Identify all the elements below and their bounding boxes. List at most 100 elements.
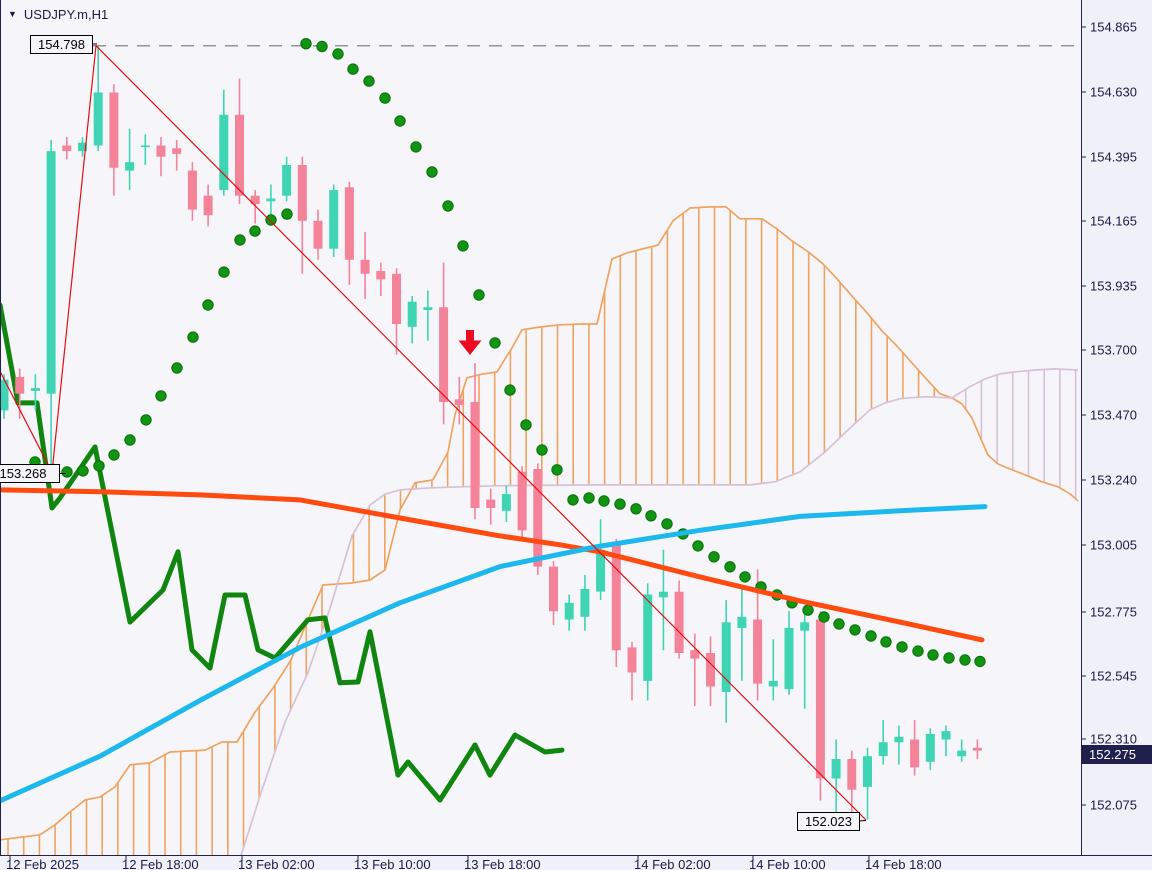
sar-dot — [77, 465, 89, 477]
bearish-candle-body — [109, 92, 119, 168]
sar-dot — [202, 299, 214, 311]
bearish-candle-body — [235, 114, 244, 196]
sar-dot — [739, 571, 751, 583]
bullish-candle-body — [580, 588, 590, 617]
sar-dot — [442, 200, 454, 212]
sar-dot — [61, 466, 73, 478]
sar-dot — [520, 419, 532, 431]
bullish-candle-body — [768, 680, 778, 687]
bearish-candle-body — [313, 220, 323, 249]
bullish-candle-body — [93, 92, 103, 146]
price-tick-label: 152.075 — [1090, 798, 1137, 813]
sar-dot — [93, 460, 105, 472]
sell-arrow-icon[interactable] — [458, 330, 482, 355]
sar-dot — [234, 234, 246, 246]
time-tick-label: 13 Feb 10:00 — [354, 857, 431, 870]
bullish-candle-body — [282, 165, 292, 196]
sar-dot — [583, 492, 595, 504]
bearish-candle-body — [674, 591, 684, 653]
price-tick-label: 153.005 — [1090, 538, 1137, 553]
collapse-triangle-icon[interactable]: ▼ — [8, 9, 17, 19]
sar-dot — [598, 495, 610, 507]
bearish-candle-body — [203, 195, 213, 216]
price-tick-label: 152.310 — [1090, 732, 1137, 747]
plot-area[interactable] — [0, 38, 1079, 869]
bearish-candle-body — [454, 399, 464, 405]
trendline-segment[interactable] — [95, 45, 867, 821]
sar-dot — [457, 240, 469, 252]
ma-slow-blue-line[interactable] — [0, 504, 988, 804]
sar-dot — [332, 48, 344, 60]
sar-dot — [630, 503, 642, 515]
sar-dot — [943, 652, 955, 664]
sar-dot — [551, 464, 563, 476]
bearish-candle-body — [392, 273, 401, 324]
sar-dot — [473, 289, 485, 301]
bullish-candle-body — [501, 494, 511, 511]
sar-dot — [187, 331, 199, 343]
sar-dot — [504, 384, 516, 396]
bullish-candle-body — [329, 190, 339, 249]
bullish-candle-body — [0, 379, 9, 411]
bullish-candle-body — [894, 736, 904, 743]
time-tick-label: 14 Feb 10:00 — [749, 857, 826, 870]
bearish-candle-body — [533, 469, 543, 567]
bearish-candle-body — [360, 259, 370, 274]
senkou-span-a-line — [0, 206, 1079, 841]
price-label-low: 152.023 — [797, 812, 860, 831]
price-tick-label: 153.700 — [1090, 343, 1137, 358]
bullish-candle-body — [564, 602, 574, 620]
bullish-candle-body — [266, 198, 276, 202]
bearish-candle-body — [470, 402, 480, 508]
sar-dot — [833, 618, 845, 630]
bullish-candle-body — [219, 114, 229, 191]
sar-dot — [347, 63, 359, 75]
price-tick-label: 153.240 — [1090, 473, 1137, 488]
time-tick-label: 12 Feb 2025 — [6, 857, 79, 870]
bullish-candle-body — [925, 733, 935, 762]
sar-dot — [661, 518, 673, 530]
bearish-candle-body — [344, 187, 354, 260]
sar-dot — [108, 449, 120, 461]
ichimoku-cloud — [0, 206, 1079, 855]
sar-dot — [614, 498, 626, 510]
bearish-candle-body — [611, 544, 621, 651]
senkou-span-b-line — [240, 368, 1079, 855]
bearish-candle-body — [62, 145, 72, 152]
sar-dot — [927, 649, 939, 661]
time-tick-label: 14 Feb 02:00 — [634, 857, 711, 870]
bullish-candle-body — [737, 616, 747, 628]
bearish-candle-body — [187, 170, 197, 210]
price-tick-label: 154.395 — [1090, 150, 1137, 165]
bearish-candle-body — [815, 619, 825, 779]
bearish-candle-body — [486, 499, 496, 508]
candles — [0, 45, 982, 824]
sar-dot — [379, 92, 391, 104]
sar-dot — [880, 636, 892, 648]
time-tick-label: 14 Feb 18:00 — [865, 857, 942, 870]
bullish-candle-body — [957, 750, 967, 757]
trendline-segment[interactable] — [51, 45, 97, 473]
bullish-candle-body — [596, 549, 606, 592]
bearish-candle-body — [627, 647, 637, 673]
bullish-candle-body — [784, 627, 794, 690]
trendline-segment[interactable] — [0, 371, 53, 473]
bearish-candle-body — [172, 148, 182, 154]
sar-dot — [708, 551, 720, 563]
zigzag-indicator-line[interactable] — [0, 302, 565, 803]
price-tick-label: 154.865 — [1090, 20, 1137, 35]
sar-dot — [536, 444, 548, 456]
sar-dot — [724, 561, 736, 573]
sar-dot — [912, 645, 924, 657]
bullish-candle-body — [140, 145, 150, 148]
sar-dot — [155, 390, 167, 402]
bearish-candle-body — [706, 653, 715, 687]
sar-dot — [692, 540, 704, 552]
sar-dot — [645, 510, 657, 522]
sar-dot — [363, 75, 375, 87]
bullish-candle-body — [878, 742, 888, 757]
bearish-candle-body — [847, 759, 857, 790]
bearish-candle-body — [297, 165, 307, 221]
ma-fast-orangered-line[interactable] — [0, 487, 985, 643]
